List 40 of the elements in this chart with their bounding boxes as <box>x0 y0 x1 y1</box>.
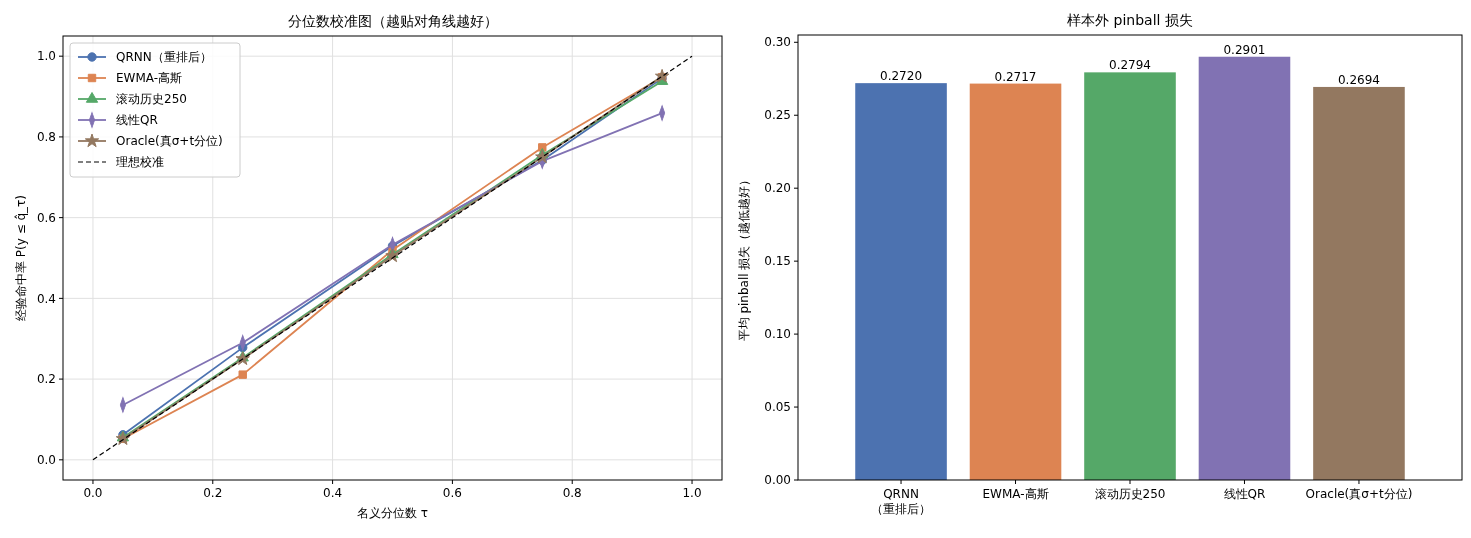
x-tick-label: 0.4 <box>323 486 343 500</box>
legend-label: 滚动历史250 <box>116 92 187 107</box>
chart-title: 分位数校准图（越贴对角线越好） <box>287 13 498 29</box>
data-label: 0.2901 <box>1223 42 1266 57</box>
data-label: 0.2720 <box>880 69 923 84</box>
y-axis-title: 经验命中率 P(y ≤ q̂_τ) <box>14 194 28 322</box>
x-tick-label: EWMA-高斯 <box>982 487 1049 501</box>
x-tick-label: 滚动历史250 <box>1094 487 1166 501</box>
x-tick-label: QRNN （重排后） <box>871 487 932 516</box>
y-tick-label: 0.6 <box>36 210 56 225</box>
x-tick-label: Oracle(真σ+t分位) <box>1305 487 1413 501</box>
x-axis-title: 名义分位数 τ <box>356 506 429 520</box>
legend-label: 理想校准 <box>116 155 164 170</box>
legend-label: 线性QR <box>116 113 158 128</box>
x-tick-label: 0.2 <box>203 486 223 500</box>
x-tick-label: 线性QR <box>1223 487 1266 501</box>
y-tick-label: 0.25 <box>764 108 791 123</box>
legend-label: QRNN（重排后） <box>116 50 212 65</box>
y-tick-label: 0.30 <box>764 35 791 50</box>
y-tick-label: 0.05 <box>764 400 791 415</box>
x-tick-label: 1.0 <box>682 486 702 500</box>
legend-label: EWMA-高斯 <box>116 71 183 86</box>
y-tick-label: 1.0 <box>36 49 56 64</box>
x-tick-label: 0.0 <box>83 486 103 500</box>
y-tick-label: 0.0 <box>36 453 56 468</box>
y-tick-label: 0.4 <box>36 291 56 306</box>
y-tick-label: 0.2 <box>36 372 56 387</box>
y-tick-label: 0.20 <box>764 181 791 196</box>
chart-title: 样本外 pinball 损失 <box>1067 12 1193 28</box>
legend-label: Oracle(真σ+t分位) <box>116 134 223 149</box>
y-tick-label: 0.8 <box>36 130 56 145</box>
x-tick-label: 0.6 <box>442 486 462 500</box>
x-tick-label: 0.8 <box>562 486 582 500</box>
data-label: 0.2717 <box>994 69 1037 84</box>
y-tick-label: 0.10 <box>764 327 791 342</box>
y-tick-label: 0.00 <box>764 473 791 488</box>
y-tick-label: 0.15 <box>764 254 791 269</box>
data-label: 0.2694 <box>1337 72 1380 87</box>
y-axis-title: 平均 pinball 损失（越低越好） <box>737 173 751 342</box>
data-label: 0.2794 <box>1109 58 1151 73</box>
